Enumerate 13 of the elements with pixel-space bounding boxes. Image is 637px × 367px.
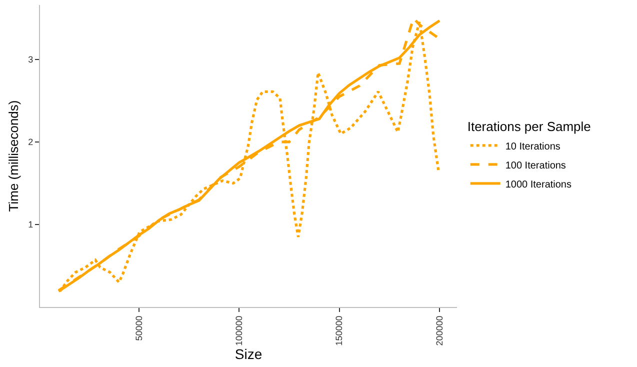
x-axis-title: Size	[234, 346, 262, 362]
x-tick-label: 200000	[434, 316, 444, 346]
y-tick-label: 3	[28, 54, 34, 65]
y-tick-label: 2	[28, 137, 34, 148]
legend-label: 100 Iterations	[505, 160, 566, 172]
y-axis-title: Time (milliseconds)	[6, 100, 22, 212]
y-tick-label: 1	[28, 220, 34, 230]
x-tick-label: 50000	[134, 316, 144, 341]
x-tick-label: 100000	[234, 316, 244, 346]
x-tick-label: 150000	[334, 316, 344, 346]
legend-label: 10 Iterations	[505, 141, 560, 152]
legend-title: Iterations per Sample	[467, 118, 591, 134]
legend-label: 1000 Iterations	[505, 179, 572, 190]
